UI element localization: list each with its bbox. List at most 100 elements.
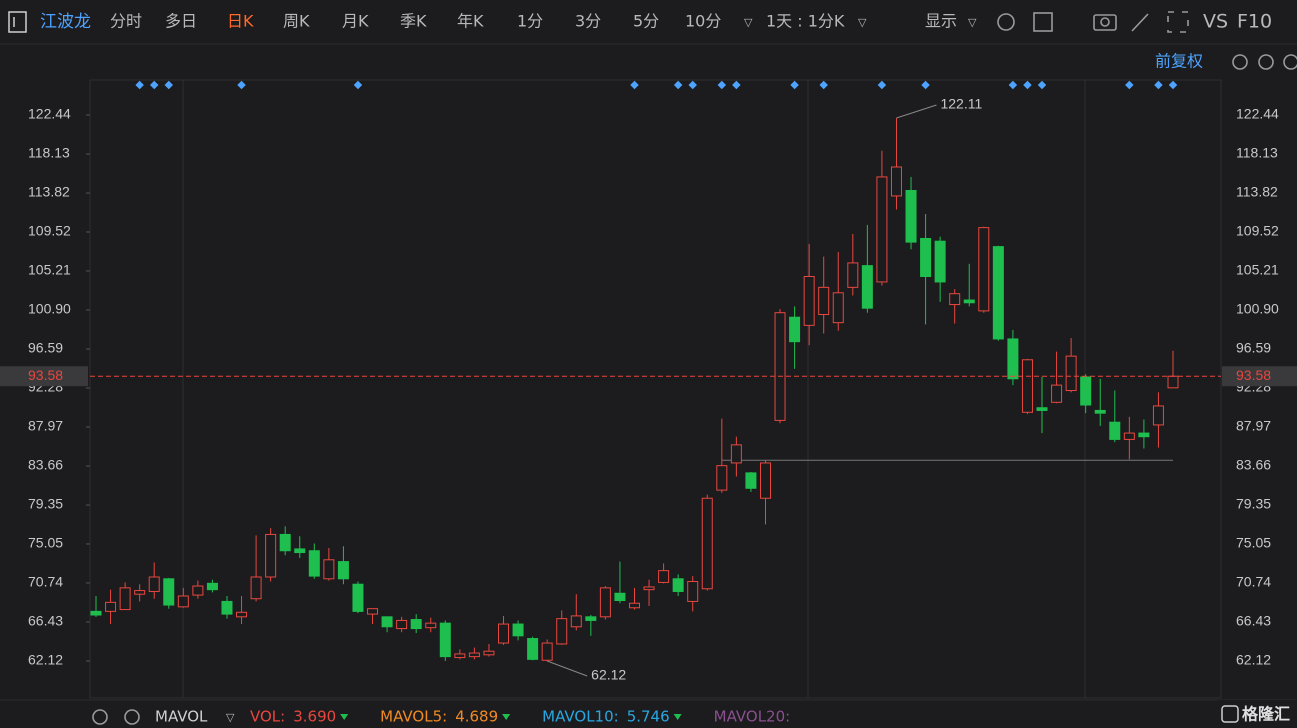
- event-marker[interactable]: [790, 80, 799, 90]
- event-marker[interactable]: [353, 80, 363, 90]
- event-marker[interactable]: [149, 80, 159, 90]
- vs-button[interactable]: VS: [1203, 11, 1228, 33]
- event-marker[interactable]: [135, 80, 144, 90]
- indicator-settings[interactable]: [92, 709, 108, 725]
- tabs: 分时 多日 日K 周K 月K 季K 年K 1分 3分 5分 10分: [110, 12, 721, 31]
- candle-body: [1152, 405, 1164, 426]
- y-tick-label: 122.44: [28, 106, 71, 122]
- candle-body: [759, 462, 771, 499]
- tab[interactable]: 多日: [165, 12, 197, 31]
- candle-body: [599, 587, 611, 618]
- tab[interactable]: 分时: [110, 12, 142, 31]
- y-tick-label: 109.52: [28, 223, 71, 239]
- box-icon[interactable]: [1033, 12, 1053, 32]
- candle-body: [745, 472, 757, 489]
- tab[interactable]: 日K: [227, 12, 254, 31]
- event-marker[interactable]: [1023, 80, 1032, 90]
- indicator-value: 5.746: [627, 708, 670, 726]
- zoom-in-icon[interactable]: [1283, 54, 1297, 70]
- event-marker[interactable]: [877, 80, 887, 90]
- event-marker[interactable]: [717, 80, 727, 90]
- candle-body: [643, 586, 655, 591]
- candle-body: [818, 286, 830, 316]
- indicator-arrow: [673, 714, 682, 720]
- event-marker[interactable]: [237, 80, 246, 90]
- candle-body: [148, 576, 160, 592]
- y-tick-label: 66.43: [28, 613, 63, 629]
- f10-button[interactable]: F10: [1237, 11, 1272, 33]
- candle-body: [1021, 359, 1033, 413]
- zoom-out-icon[interactable]: [1258, 54, 1274, 70]
- last-price-label: 93.58: [1236, 367, 1271, 383]
- event-marker[interactable]: [1154, 80, 1163, 90]
- y-tick-label: 100.90: [28, 301, 71, 317]
- candle-body: [279, 533, 291, 552]
- indicator-value: 3.690: [293, 708, 336, 726]
- candle-body: [1065, 355, 1077, 392]
- event-marker[interactable]: [921, 80, 930, 90]
- tab[interactable]: 1分: [517, 12, 543, 31]
- indicator-close[interactable]: [124, 709, 140, 725]
- y-tick-label-right: 83.66: [1236, 457, 1271, 473]
- candle-body: [105, 601, 117, 612]
- candle-body: [134, 590, 146, 595]
- tab[interactable]: 年K: [457, 12, 484, 31]
- tab[interactable]: 月K: [342, 12, 369, 31]
- candle-body: [367, 608, 379, 615]
- event-marker[interactable]: [819, 80, 828, 90]
- candle-body: [847, 262, 859, 288]
- y-tick-label: 75.05: [28, 535, 63, 551]
- event-marker[interactable]: [673, 80, 683, 90]
- tab[interactable]: 季K: [400, 12, 427, 31]
- menu-icon[interactable]: [8, 11, 27, 33]
- pencil-icon[interactable]: [1131, 13, 1149, 32]
- candle-body: [570, 615, 582, 628]
- y-tick-label-right: 66.43: [1236, 613, 1271, 629]
- candle-body: [221, 600, 233, 615]
- y-tick-label-right: 113.82: [1236, 184, 1278, 200]
- candle-body: [1167, 375, 1179, 389]
- candle-body: [337, 561, 349, 580]
- watermark: 格隆汇: [1242, 705, 1290, 724]
- indicator-name[interactable]: MAVOL: [155, 708, 208, 726]
- candle-body: [250, 576, 262, 600]
- y-tick-label: 62.12: [28, 652, 63, 668]
- candle-body: [119, 587, 131, 611]
- event-marker[interactable]: [1008, 80, 1018, 90]
- candle-body: [177, 595, 189, 608]
- y-tick-label-right: 70.74: [1236, 574, 1271, 590]
- tab[interactable]: 5分: [633, 12, 659, 31]
- dropdown-arrow[interactable]: ▽: [226, 711, 235, 724]
- y-tick-label-right: 118.13: [1236, 145, 1278, 161]
- dropdown-arrow[interactable]: ▽: [858, 16, 867, 29]
- tab[interactable]: 周K: [283, 12, 310, 31]
- event-marker[interactable]: [1168, 80, 1178, 90]
- fullscreen-icon[interactable]: [1167, 11, 1189, 33]
- indicator-arrow: [502, 714, 511, 720]
- dropdown-arrow[interactable]: ▽: [744, 16, 753, 29]
- y-tick-label-right: 105.21: [1236, 262, 1279, 278]
- stock-name[interactable]: 江波龙: [40, 12, 91, 32]
- event-marker[interactable]: [1125, 80, 1134, 90]
- settings-icon[interactable]: [997, 13, 1015, 31]
- candle-body: [701, 497, 713, 590]
- display-menu[interactable]: 显示: [925, 12, 957, 31]
- candle-body: [614, 592, 626, 602]
- candle-body: [789, 316, 801, 343]
- event-marker[interactable]: [732, 80, 741, 90]
- undo-icon[interactable]: [1232, 54, 1248, 70]
- event-marker[interactable]: [630, 80, 639, 90]
- y-tick-label: 70.74: [28, 574, 63, 590]
- tab[interactable]: 3分: [575, 12, 601, 31]
- event-marker[interactable]: [688, 80, 697, 90]
- dropdown-arrow[interactable]: ▽: [968, 16, 977, 29]
- tab[interactable]: 10分: [685, 12, 721, 31]
- adjust-mode[interactable]: 前复权: [1155, 52, 1203, 71]
- indicator-label: VOL:: [250, 708, 285, 726]
- interval[interactable]: 1天 : 1分K: [766, 12, 845, 31]
- camera-icon[interactable]: [1093, 14, 1117, 31]
- event-marker[interactable]: [1037, 80, 1047, 90]
- candle-body: [585, 616, 597, 621]
- event-marker[interactable]: [164, 80, 174, 90]
- candle-body: [949, 293, 961, 306]
